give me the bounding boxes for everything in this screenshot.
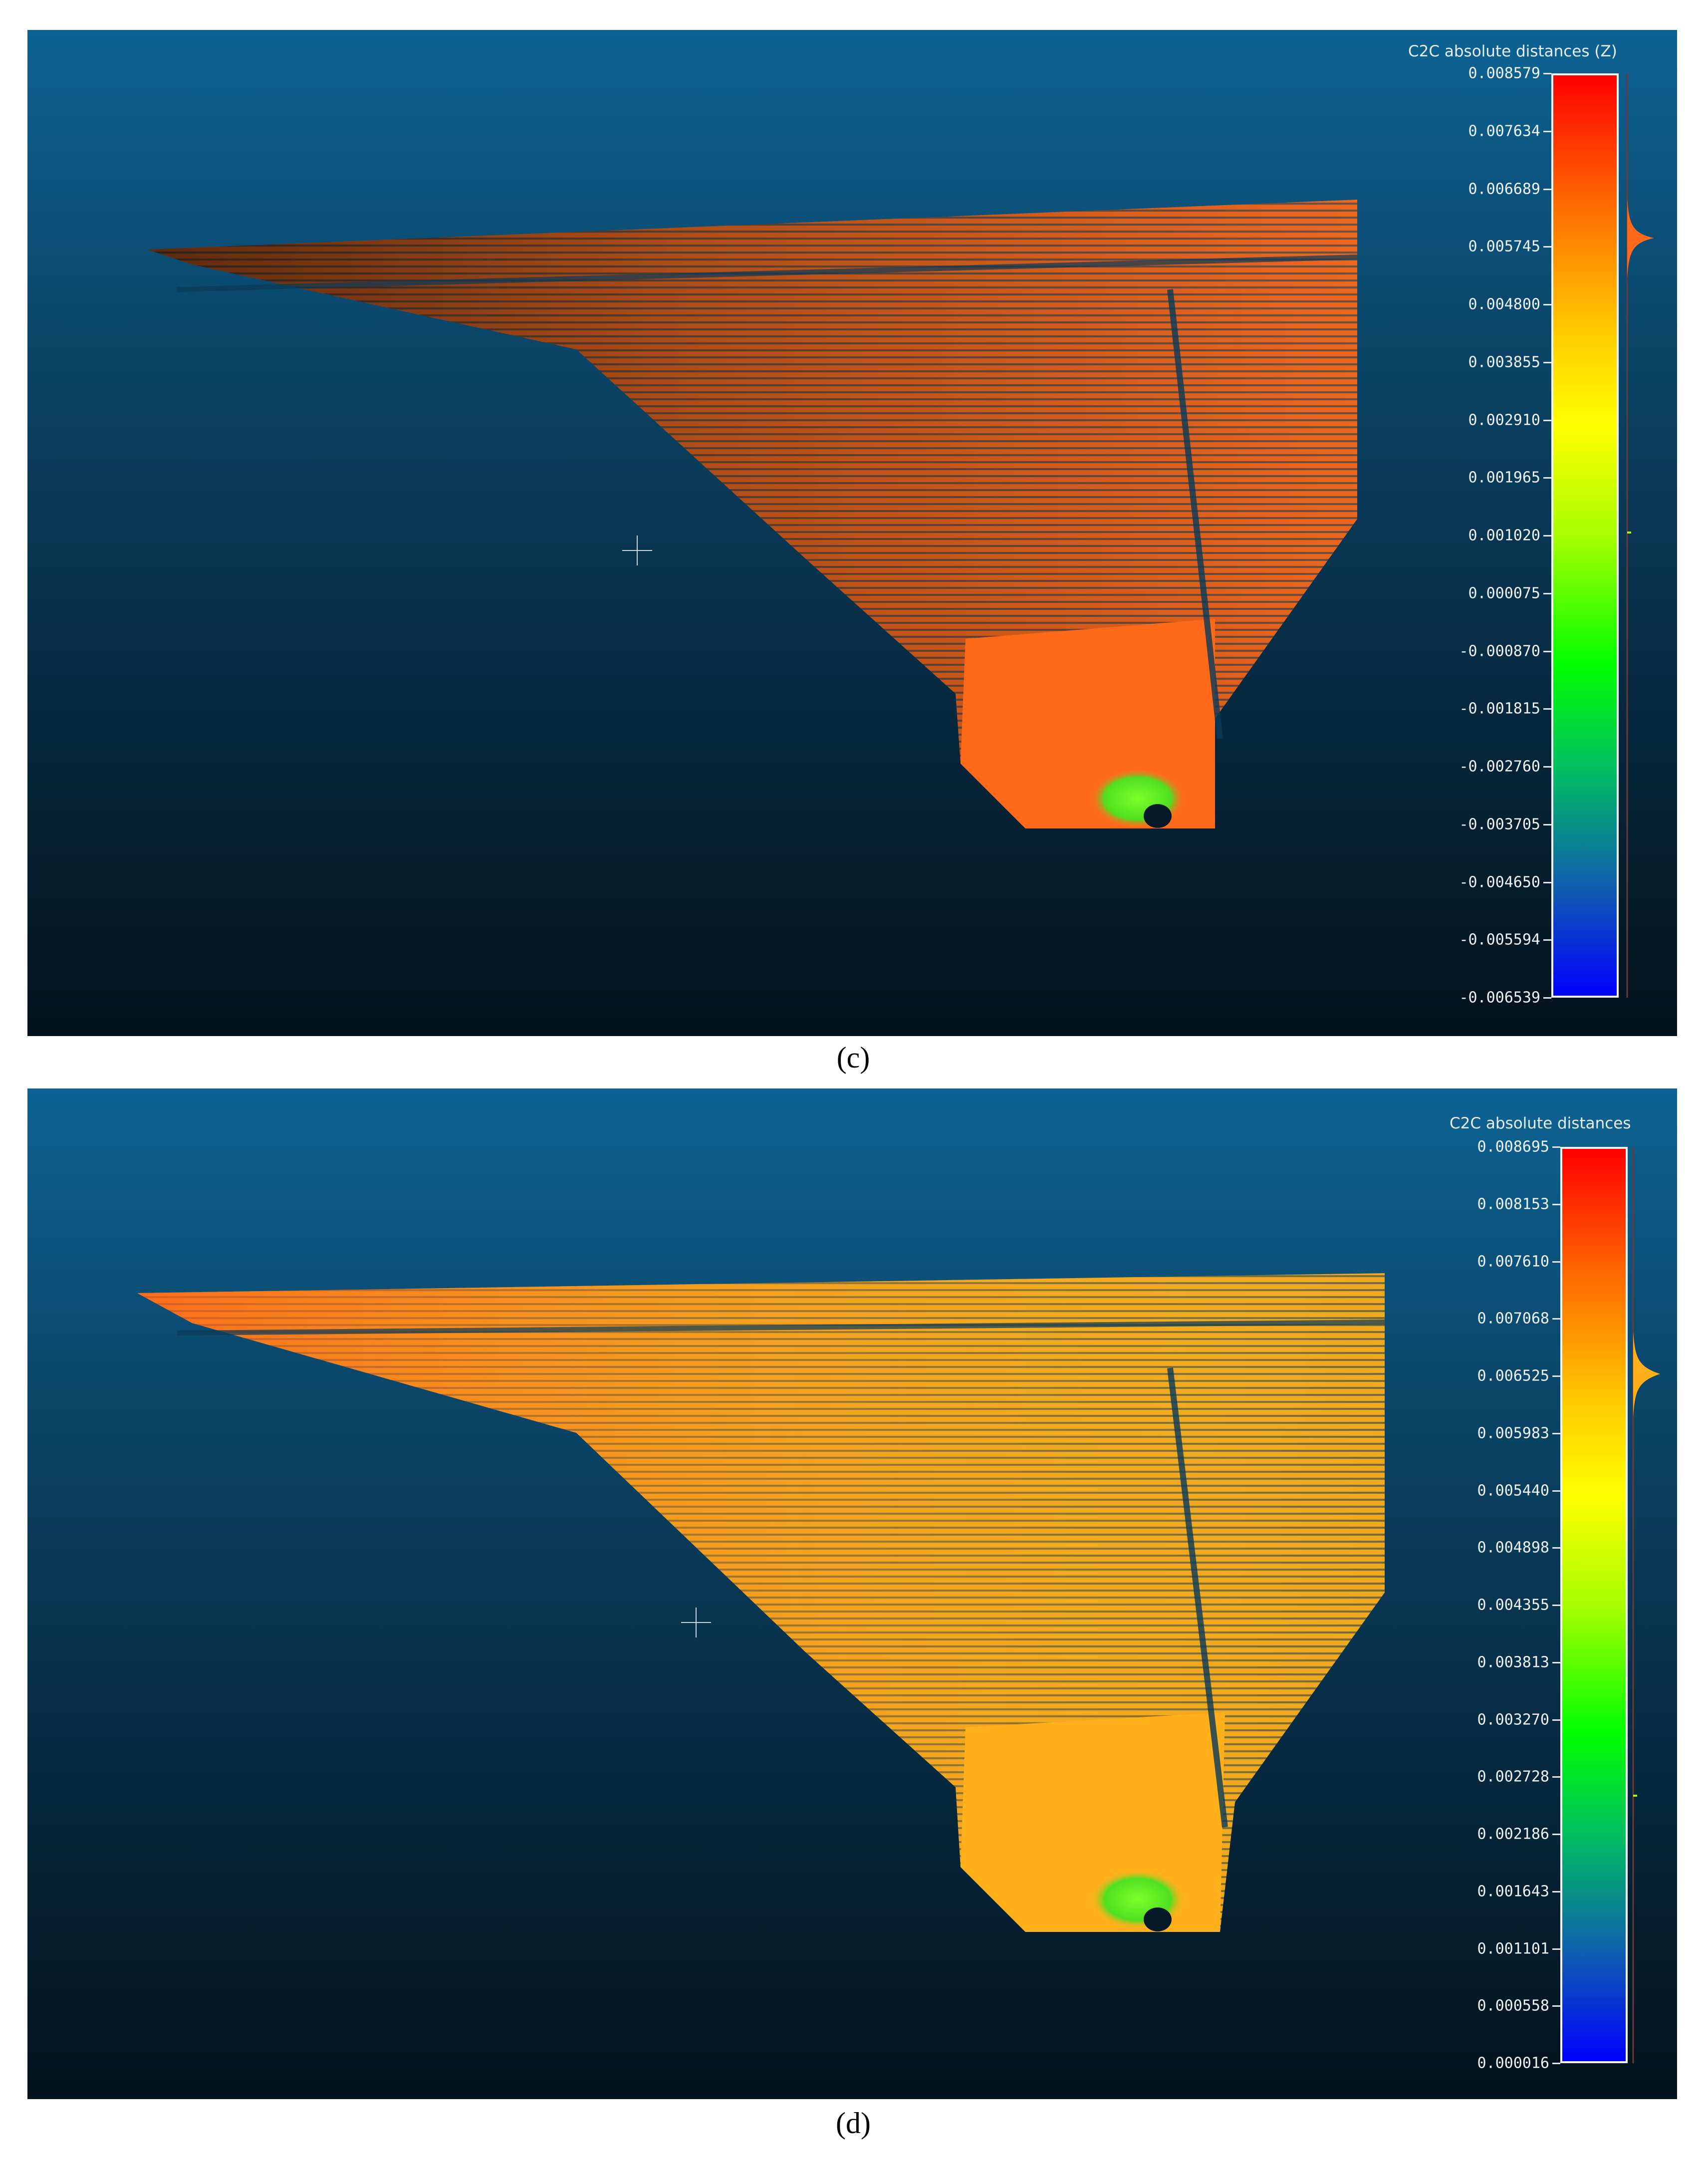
scale-tick-mark [1552,1146,1560,1148]
scale-tick-mark [1543,477,1551,479]
scale-tick-label: 0.002910 [1468,411,1541,429]
crosshair-icon [681,1608,711,1637]
viewport-panel-d[interactable]: C2C absolute distances 0.008695 0.008153 0… [27,1088,1677,2099]
scale-tick-mark [1543,766,1551,768]
scale-tick-label: -0.004650 [1459,873,1540,891]
scale-tick-mark [1552,1547,1560,1549]
scale-tick-label: 0.008695 [1477,1138,1550,1156]
scale-tick-mark [1552,1203,1560,1205]
scale-tick-mark [1543,246,1551,248]
scale-tick-label: 0.007068 [1477,1310,1550,1328]
scale-tick-label: 0.005440 [1477,1482,1550,1499]
scale-tick-label: 0.004898 [1477,1539,1550,1557]
histogram-d [1632,1147,1660,2063]
scale-tick-mark [1543,304,1551,305]
scale-tick-label: 0.000075 [1468,584,1541,602]
scale-tick-label: 0.002728 [1477,1768,1550,1786]
scale-tick-mark [1543,823,1551,825]
scale-tick-label: 0.004355 [1477,1596,1550,1614]
scalar-field-title: C2C absolute distances (Z) [1408,42,1617,60]
scale-tick-label: -0.000870 [1459,642,1540,660]
scale-tick-mark [1552,1432,1560,1434]
scale-tick-mark [1543,939,1551,941]
crosshair-icon [622,536,652,565]
color-scale-bar[interactable] [1560,1147,1628,2063]
point-cloud-c[interactable] [27,30,1677,1036]
scale-tick-mark [1552,1490,1560,1492]
scale-tick-mark [1543,592,1551,594]
viewport-panel-c[interactable]: C2C absolute distances (Z) 0.008579 0.007… [27,30,1677,1036]
scale-tick-label: 0.000016 [1477,2054,1550,2072]
scale-tick-mark [1552,1261,1560,1263]
scale-tick-mark [1552,1719,1560,1721]
scale-tick-mark [1543,130,1551,132]
scale-tick-mark [1552,2063,1560,2064]
scale-tick-mark [1543,361,1551,363]
scale-tick-label: 0.008579 [1468,64,1541,82]
scale-tick-label: 0.007610 [1477,1253,1550,1270]
scale-tick-mark [1543,881,1551,883]
scale-tick-label: 0.001020 [1468,527,1541,544]
scale-tick-label: -0.001815 [1459,700,1540,718]
scale-tick-mark [1552,1318,1560,1320]
scale-tick-mark [1543,997,1551,999]
scale-tick-mark [1552,1948,1560,1950]
scale-tick-label: 0.002186 [1477,1825,1550,1843]
scale-tick-label: 0.000558 [1477,1997,1550,2015]
scale-tick-mark [1552,1605,1560,1606]
scale-tick-mark [1543,708,1551,710]
scale-tick-label: -0.005594 [1459,931,1540,949]
scale-tick-label: -0.006539 [1459,989,1540,1007]
scale-tick-label: 0.001643 [1477,1883,1550,1900]
scale-tick-label: 0.008153 [1477,1195,1550,1213]
scale-tick-mark [1552,1375,1560,1377]
scale-tick-mark [1552,2005,1560,2007]
scale-tick-label: 0.003270 [1477,1711,1550,1728]
scale-tick-label: -0.002760 [1459,758,1540,776]
scale-tick-mark [1543,419,1551,421]
scale-tick-label: 0.007634 [1468,122,1541,140]
scale-tick-mark [1543,188,1551,190]
scale-tick-mark [1543,535,1551,537]
scale-tick-label: 0.005745 [1468,238,1541,256]
scale-tick-label: 0.006525 [1477,1367,1550,1385]
scale-tick-mark [1552,1891,1560,1893]
color-scale-bar[interactable] [1551,73,1619,998]
scale-tick-label: -0.003705 [1459,815,1540,833]
scale-tick-mark [1543,650,1551,652]
scale-tick-label: 0.001101 [1477,1940,1550,1957]
point-cloud-d[interactable] [27,1088,1677,2099]
histogram-c [1626,73,1654,998]
figure-caption-c: (c) [836,1041,870,1074]
scale-tick-mark [1543,73,1551,74]
scale-tick-label: 0.003813 [1477,1653,1550,1671]
scale-tick-label: 0.003855 [1468,353,1541,371]
scale-tick-label: 0.001965 [1468,469,1541,487]
scale-tick-mark [1552,1661,1560,1663]
scale-tick-mark [1552,1834,1560,1835]
scale-tick-label: 0.006689 [1468,180,1541,198]
scalar-field-title: C2C absolute distances [1450,1114,1631,1132]
scale-tick-label: 0.004800 [1468,295,1541,313]
figure-caption-d: (d) [836,2107,871,2140]
scale-tick-mark [1552,1776,1560,1778]
scale-tick-label: 0.005983 [1477,1424,1550,1442]
